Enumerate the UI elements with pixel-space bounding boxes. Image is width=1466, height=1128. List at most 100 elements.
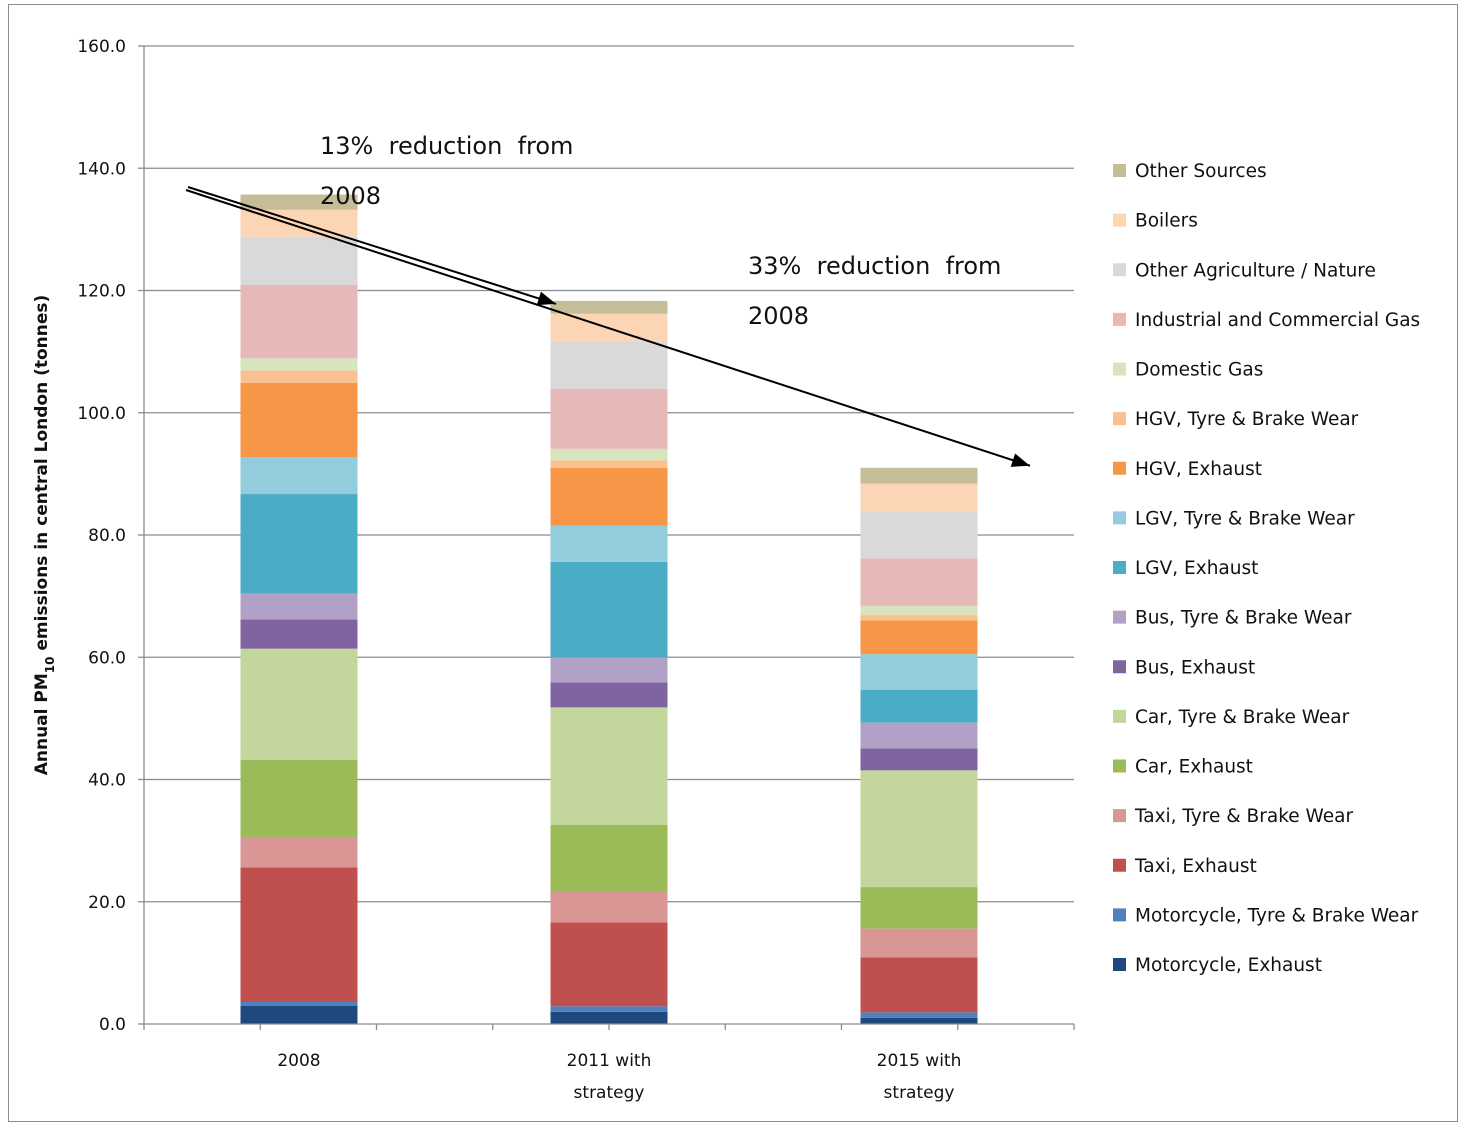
bar-segment <box>860 887 978 929</box>
bar-segment <box>860 558 978 606</box>
bar-segment <box>550 1006 668 1012</box>
legend-label: Motorcycle, Exhaust <box>1135 955 1322 976</box>
bar-segment <box>240 619 358 649</box>
x-category-labels: 2008 2011 with strategy 2015 with strategy <box>277 1051 961 1103</box>
bar-segment <box>240 836 358 868</box>
legend-label: LGV, Tyre & Brake Wear <box>1135 508 1355 529</box>
bar-segment <box>240 284 358 359</box>
legend-label: Bus, Tyre & Brake Wear <box>1135 608 1352 629</box>
legend-label: Motorcycle, Tyre & Brake Wear <box>1135 905 1419 926</box>
annotations: 13% reduction from 2008 33% reduction from… <box>185 132 1031 467</box>
x-tick-label: strategy <box>884 1083 955 1103</box>
bar-segment <box>550 682 668 708</box>
y-axis-label-subscript: 10 <box>43 657 57 674</box>
legend-item: Taxi, Exhaust <box>1113 856 1257 877</box>
legend-item: Taxi, Tyre & Brake Wear <box>1113 806 1353 827</box>
bar-segment <box>240 494 358 594</box>
bar-segment <box>860 605 978 616</box>
arrow-head <box>536 291 556 306</box>
legend-label: Other Agriculture / Nature <box>1135 260 1376 281</box>
x-tick-label: 2015 with <box>877 1051 962 1071</box>
legend-swatch <box>1113 561 1126 574</box>
bar-segment <box>240 370 358 383</box>
bar-segment <box>550 460 668 468</box>
y-tick-label: 100.0 <box>77 404 126 424</box>
legend-label: LGV, Exhaust <box>1135 558 1258 579</box>
y-tick-label: 0.0 <box>99 1015 126 1035</box>
legend-swatch <box>1113 610 1126 624</box>
legend-swatch <box>1113 263 1126 277</box>
legend-label: Taxi, Exhaust <box>1134 856 1257 877</box>
legend-swatch <box>1113 958 1126 971</box>
bar-segment <box>240 358 358 371</box>
y-tick-label: 60.0 <box>88 648 126 668</box>
axes <box>138 45 1075 1030</box>
y-tick-labels: 0.0 20.0 40.0 60.0 80.0 100.0 120.0 140.0 160.0 <box>77 37 126 1035</box>
legend-item: Bus, Tyre & Brake Wear <box>1113 608 1352 629</box>
legend-item: Motorcycle, Exhaust <box>1113 955 1322 976</box>
bar-segment <box>860 483 978 512</box>
legend-label: HGV, Tyre & Brake Wear <box>1135 409 1359 430</box>
bar-segment <box>240 867 358 1002</box>
x-tick-label: strategy <box>574 1083 645 1103</box>
legend-swatch <box>1113 164 1126 177</box>
legend-swatch <box>1113 858 1126 872</box>
legend-label: Car, Tyre & Brake Wear <box>1135 707 1350 728</box>
bar-segment <box>550 467 668 526</box>
reduction-annotation: 33% reduction from <box>748 252 1001 280</box>
legend-label: Boilers <box>1135 211 1198 232</box>
bar-segment <box>860 467 978 484</box>
bar-segment <box>860 770 978 888</box>
legend-item: Other Agriculture / Nature <box>1113 260 1376 281</box>
legend-swatch <box>1113 362 1126 376</box>
reduction-annotation: 2008 <box>748 302 809 330</box>
bar-segment <box>860 615 978 621</box>
legend-swatch <box>1113 312 1126 326</box>
reduction-arrow <box>185 189 1031 467</box>
legend-item: Bus, Exhaust <box>1113 657 1255 678</box>
legend-label: Car, Exhaust <box>1135 757 1253 778</box>
legend-item: Motorcycle, Tyre & Brake Wear <box>1113 905 1419 926</box>
reduction-annotation: 2008 <box>320 182 381 210</box>
legend-swatch <box>1113 709 1126 723</box>
bar-stack <box>550 300 668 1024</box>
legend-item: LGV, Exhaust <box>1113 558 1258 579</box>
reduction-arrow <box>187 186 557 305</box>
x-tick-label: 2008 <box>277 1051 320 1071</box>
legend-item: Other Sources <box>1113 161 1267 182</box>
legend-item: Industrial and Commercial Gas <box>1113 310 1420 331</box>
legend-item: Boilers <box>1113 211 1198 232</box>
bar-segment <box>860 1017 978 1024</box>
bar-segment <box>860 928 978 958</box>
bar-segment <box>240 236 358 285</box>
arrow-head <box>1010 453 1030 467</box>
bar-segment <box>860 957 978 1013</box>
legend-swatch <box>1113 461 1126 475</box>
y-tick-label: 160.0 <box>77 37 126 57</box>
y-tick-label: 140.0 <box>77 159 126 179</box>
bar-segment <box>550 1011 668 1024</box>
bar-segment <box>240 1005 358 1024</box>
bar-segment <box>860 620 978 655</box>
legend-label: Industrial and Commercial Gas <box>1135 310 1420 331</box>
bar-segment <box>550 448 668 461</box>
bar-segment <box>550 341 668 389</box>
reduction-annotation: 13% reduction from <box>320 132 573 160</box>
bar-stack <box>240 194 358 1024</box>
bar-segment <box>550 657 668 683</box>
bar-segment <box>550 891 668 923</box>
y-tick-label: 40.0 <box>88 771 126 791</box>
legend-label: HGV, Exhaust <box>1135 459 1262 480</box>
bar-segment <box>240 194 358 210</box>
bar-segment <box>240 457 358 495</box>
bar-segment <box>550 824 668 892</box>
bar-segment <box>550 922 668 1007</box>
legend-item: HGV, Exhaust <box>1113 459 1262 480</box>
legend-item: Car, Exhaust <box>1113 757 1253 778</box>
bar-segment <box>240 593 358 620</box>
legend-label: Other Sources <box>1135 161 1267 182</box>
bar-segment <box>240 759 358 837</box>
legend-item: LGV, Tyre & Brake Wear <box>1113 508 1355 529</box>
legend-item: Domestic Gas <box>1113 360 1263 381</box>
bar-segment <box>550 525 668 562</box>
